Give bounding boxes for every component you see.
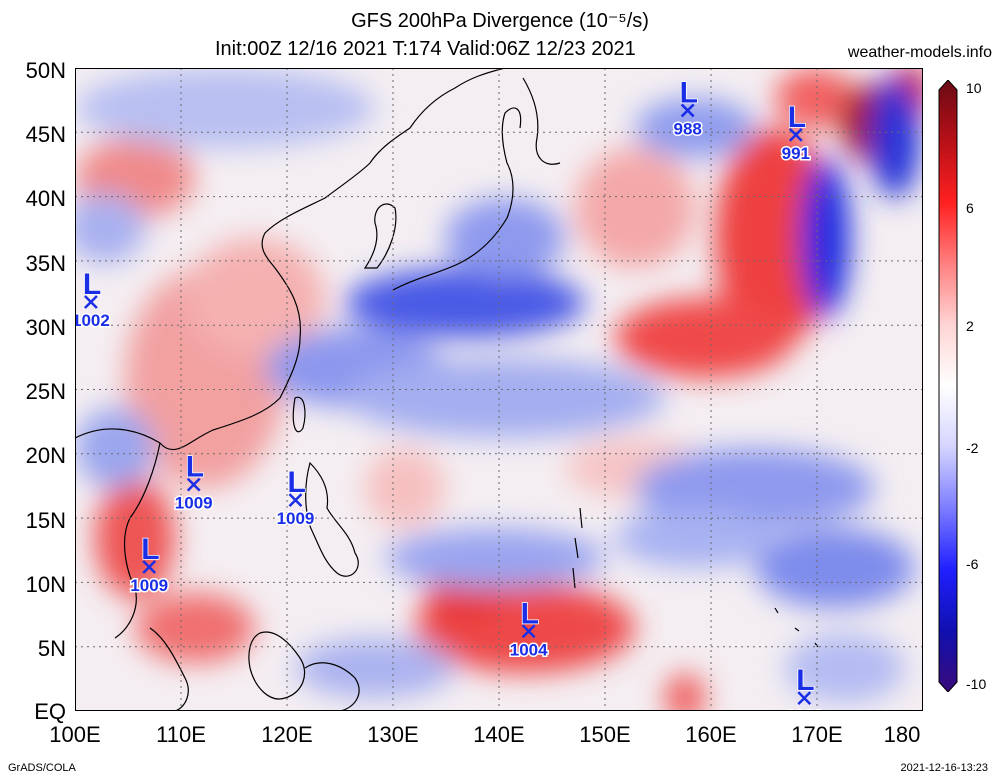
lat-label-35n: 35N (25, 251, 66, 276)
low-letter: L (788, 101, 806, 134)
low-letter: L (141, 533, 159, 566)
low-marker: L 991 (780, 100, 811, 164)
low-letter: L (680, 76, 698, 109)
lat-label-15n: 15N (25, 508, 66, 533)
low-pressure-value: 1009 (277, 509, 315, 528)
colorbar-scale (938, 80, 958, 692)
coastlines (75, 68, 819, 711)
lon-label-120e: 120E (261, 722, 313, 747)
lon-label-170e: 170E (791, 722, 843, 747)
lon-label-110e: 110E (156, 722, 206, 747)
low-pressure-value: 1004 (510, 640, 548, 659)
lat-label-10n: 10N (25, 572, 66, 597)
site-credit: weather-models.info (847, 44, 992, 61)
low-pressure-markers: L 1002 L 1009 L 1009 L 1009 L 1004 L 988 L 991 L 1006 (75, 76, 825, 711)
lat-label-20n: 20N (25, 443, 66, 468)
lat-label-5n: 5N (37, 636, 66, 661)
low-letter: L (796, 664, 814, 697)
lon-label-150e: 150E (579, 722, 631, 747)
low-letter: L (186, 451, 204, 484)
low-marker: L 1002 (75, 267, 111, 331)
low-center-x-icon (788, 127, 803, 142)
graticule (75, 68, 923, 711)
lon-label-160e: 160E (685, 722, 737, 747)
map-title: GFS 200hPa Divergence (10⁻⁵/s) (351, 10, 649, 32)
low-marker: L 1009 (173, 450, 214, 514)
lat-label-40n: 40N (25, 186, 66, 211)
map-frame (75, 68, 923, 711)
colorbar-label-minus10: -10 (966, 676, 987, 692)
low-letter: L (521, 597, 539, 630)
lon-label-130e: 130E (367, 722, 419, 747)
low-letter: L (287, 466, 305, 499)
low-center-x-icon (680, 103, 695, 118)
low-marker: L 1006 (784, 663, 825, 711)
low-center-x-icon (288, 493, 303, 507)
low-center-x-icon (142, 560, 157, 574)
divergence-field (75, 68, 923, 711)
colorbar (938, 80, 958, 692)
divergence-map: L 1002 L 1009 L 1009 L 1009 L 1004 L 988 L 991 L 1006 (75, 68, 923, 711)
low-center-x-icon (84, 295, 98, 309)
low-center-x-icon (186, 477, 201, 492)
footer-grads: GrADS/COLA (8, 762, 76, 774)
footer-timestamp: 2021-12-16-13:23 (900, 762, 988, 774)
lon-label-100e: 100E (49, 722, 101, 747)
lat-label-50n: 50N (25, 58, 66, 83)
low-pressure-value: 1009 (130, 576, 168, 595)
colorbar-label-2: 2 (966, 318, 974, 334)
lat-label-30n: 30N (25, 315, 66, 340)
low-marker: L 988 (672, 76, 703, 140)
lon-label-180: 180 (883, 722, 921, 747)
colorbar-label-minus6: -6 (966, 556, 979, 572)
colorbar-label-minus2: -2 (966, 440, 979, 456)
low-center-x-icon (521, 624, 536, 639)
map-subtitle: Init:00Z 12/16 2021 T:174 Valid:06Z 12/2… (215, 38, 636, 60)
low-pressure-value: 991 (782, 144, 810, 163)
low-marker: L 1009 (275, 465, 316, 529)
low-letter: L (83, 268, 101, 301)
lat-label-eq: EQ (34, 699, 66, 724)
low-pressure-value: 1009 (175, 494, 213, 513)
low-pressure-value: 1002 (75, 311, 110, 330)
lon-label-140e: 140E (473, 722, 525, 747)
colorbar-label-6: 6 (966, 200, 974, 216)
lat-label-25n: 25N (25, 379, 66, 404)
low-marker: L 1009 (129, 532, 170, 596)
low-marker: L 1004 (508, 597, 549, 661)
low-pressure-value: 988 (673, 119, 701, 138)
colorbar-label-10: 10 (966, 80, 982, 96)
low-pressure-value: 1006 (785, 707, 823, 711)
low-center-x-icon (797, 691, 812, 706)
lat-label-45n: 45N (25, 122, 66, 147)
